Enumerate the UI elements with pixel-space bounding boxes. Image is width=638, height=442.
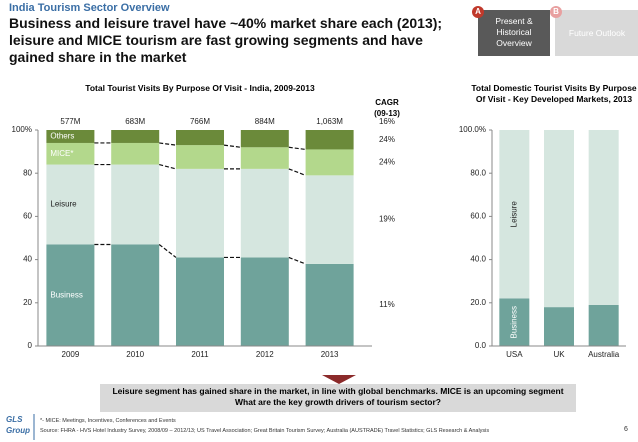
bar-segment (588, 130, 619, 305)
total-label: 577M (60, 117, 80, 126)
nav-b-box[interactable] (555, 10, 638, 56)
x-tick-label: 2009 (62, 350, 80, 359)
connector (288, 168, 306, 176)
cagr-total: 16% (379, 117, 395, 126)
bar-segment (240, 147, 289, 169)
connector (158, 244, 177, 258)
connector (288, 146, 306, 151)
segment-label: Business (509, 306, 518, 338)
bar-segment (588, 304, 619, 346)
cagr-label: 11% (379, 300, 394, 309)
x-tick-label: UK (553, 350, 565, 359)
y-tick-label: 40 (23, 255, 32, 264)
bar-segment (111, 244, 160, 346)
cagr-label: 24% (379, 158, 395, 167)
y-tick-label: 20.0 (470, 298, 486, 307)
x-tick-label: 2013 (321, 350, 339, 359)
bar-segment (176, 257, 224, 346)
source: Source: FHRA - HVS Hotel Industry Survey… (40, 428, 490, 434)
segment-label: Business (50, 290, 82, 299)
logo: GLS Group (6, 415, 30, 435)
connector (159, 163, 177, 170)
callout-arrow (322, 375, 356, 384)
y-tick-label: 100.0% (459, 125, 486, 134)
bar-segment (46, 142, 95, 165)
total-label: 766M (190, 117, 210, 126)
x-tick-label: 2011 (191, 350, 209, 359)
bar-segment (499, 298, 530, 346)
bar-segment (240, 130, 289, 148)
bar-segment (176, 130, 224, 146)
bar-segment (240, 257, 289, 346)
nav-b-badge (550, 6, 562, 18)
y-tick-label: 60 (23, 212, 32, 221)
bar-segment (544, 130, 574, 308)
y-tick-label: 20 (23, 298, 32, 307)
bar-segment (305, 175, 354, 264)
nav-b-label[interactable]: Future Outlook (568, 28, 626, 38)
segment-label: Leisure (509, 201, 518, 228)
nav-a-box[interactable] (478, 10, 550, 56)
page-number: 6 (624, 426, 628, 433)
bar-segment (305, 263, 354, 346)
nav-a-badge (472, 6, 484, 18)
x-tick-label: 2012 (256, 350, 274, 359)
cagr-label: 19% (379, 215, 395, 224)
total-label: 884M (255, 117, 275, 126)
cagr-title: CAGR (09-13) (374, 98, 400, 118)
bar-segment (305, 130, 354, 150)
footnote: *- MICE: Meetings, Incentives, Conferenc… (40, 418, 176, 424)
nav-b-letter: B (553, 7, 559, 16)
x-tick-label: Australia (588, 350, 620, 359)
bar-segment (240, 168, 289, 258)
chart-title: Total Tourist Visits By Purpose Of Visit… (85, 83, 315, 93)
bar-segment (111, 164, 160, 245)
total-label: 683M (125, 117, 145, 126)
y-tick-label: 60.0 (470, 212, 486, 221)
x-tick-label: USA (506, 350, 523, 359)
total-label: 1,063M (316, 117, 343, 126)
segment-label: Leisure (50, 200, 77, 209)
chart-title: Total Domestic Tourist Visits By Purpose… (471, 83, 637, 104)
bar-segment (46, 164, 95, 245)
segment-label: MICE* (50, 149, 73, 158)
bar-segment (305, 149, 354, 176)
y-tick-label: 100% (12, 125, 32, 134)
bar-segment (176, 145, 224, 169)
connector (288, 256, 306, 265)
bar-segment (46, 244, 95, 346)
connector (159, 142, 177, 146)
y-tick-label: 80 (23, 168, 32, 177)
y-tick-label: 0 (28, 341, 33, 350)
bar-segment (499, 130, 530, 299)
bar-segment (544, 307, 574, 346)
cagr-label: 24% (379, 135, 395, 144)
bar-segment (46, 130, 95, 143)
y-tick-label: 40.0 (470, 255, 486, 264)
callout-box (100, 384, 576, 412)
bar-segment (111, 142, 160, 165)
y-tick-label: 0.0 (475, 341, 487, 350)
x-tick-label: 2010 (126, 350, 144, 359)
connector (223, 144, 241, 148)
callout-text: Leisure segment has gained share in the … (112, 386, 564, 407)
section-title: India Tourism Sector Overview (9, 2, 170, 14)
segment-label: Others (50, 132, 74, 141)
y-tick-label: 80.0 (470, 168, 486, 177)
nav-a-label[interactable]: Present & Historical Overview (495, 16, 533, 48)
headline: Business and leisure travel have ~40% ma… (9, 15, 443, 65)
bar-segment (176, 168, 224, 258)
bar-segment (111, 130, 160, 143)
nav-a-letter: A (475, 7, 481, 16)
